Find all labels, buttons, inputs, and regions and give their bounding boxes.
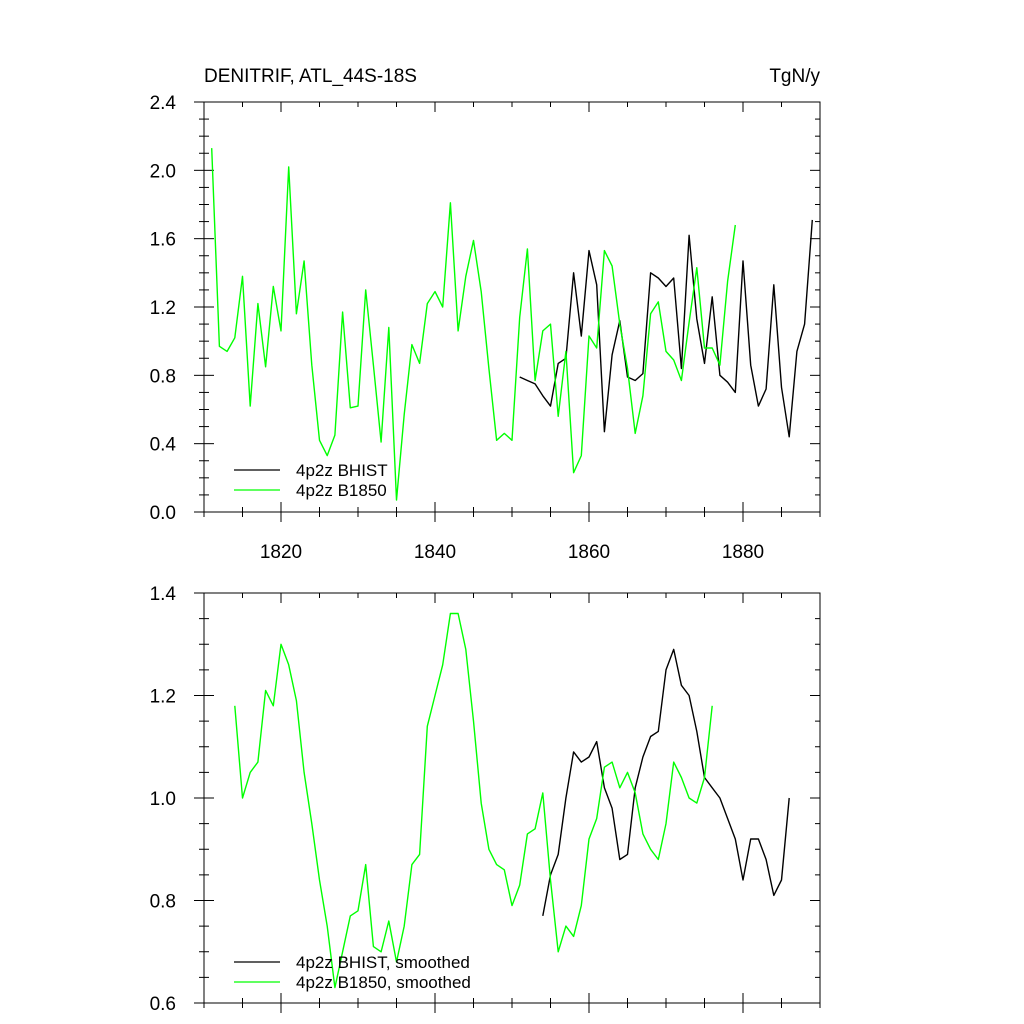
- y-tick-label: 0.4: [150, 435, 177, 456]
- series-line-b1850: [211, 148, 736, 501]
- y-tick-label: 0.6: [150, 994, 176, 1015]
- y-tick-label: 1.6: [150, 230, 176, 251]
- x-tick-label: 1840: [414, 542, 456, 563]
- top-plot-frame: [203, 101, 821, 513]
- y-tick-label: 1.0: [150, 789, 176, 810]
- legend-label-b1850-smoothed: 4p2z B1850, smoothed: [296, 973, 471, 992]
- y-tick-label: 0.8: [150, 366, 176, 387]
- x-tick-label: 1820: [260, 542, 302, 563]
- panel-bottom: 0.6 0.8 1.0 1.2 1.4 4p2z BHIST, smoothed 4p2…: [150, 584, 821, 1015]
- y-tick-label: 0.0: [150, 503, 176, 524]
- y-tick-label: 1.2: [150, 298, 176, 319]
- bottom-plot-frame: [203, 592, 821, 1004]
- bottom-y-tick-labels: 0.6 0.8 1.0 1.2 1.4: [150, 584, 177, 1015]
- y-tick-label: 2.4: [150, 93, 177, 114]
- legend-label-b1850: 4p2z B1850: [296, 481, 387, 500]
- top-axis-ticks: [194, 101, 821, 522]
- x-tick-label: 1860: [568, 542, 610, 563]
- y-tick-label: 0.8: [150, 892, 176, 913]
- top-legend: 4p2z BHIST 4p2z B1850: [234, 461, 388, 500]
- x-tick-label: 1880: [722, 542, 764, 563]
- legend-label-bhist: 4p2z BHIST: [296, 461, 388, 480]
- y-tick-label: 1.4: [150, 584, 177, 605]
- y-tick-label: 1.2: [150, 687, 176, 708]
- chart-title: DENITRIF, ATL_44S-18S: [204, 66, 417, 87]
- y-tick-label: 2.0: [150, 161, 176, 182]
- top-series-lines: [211, 148, 813, 501]
- top-x-tick-labels: 1820 1840 1860 1880: [260, 542, 764, 563]
- bottom-legend: 4p2z BHIST, smoothed 4p2z B1850, smoothe…: [234, 953, 471, 992]
- series-line-b1850: [234, 612, 713, 989]
- panel-top: DENITRIF, ATL_44S-18S TgN/y 0.0 0.4 0.8 1.2…: [150, 66, 821, 563]
- series-line-bhist: [519, 219, 813, 438]
- units-label: TgN/y: [769, 66, 820, 87]
- top-y-tick-labels: 0.0 0.4 0.8 1.2 1.6 2.0 2.4: [150, 93, 177, 524]
- bottom-axis-ticks: [194, 592, 821, 1013]
- series-line-bhist: [542, 648, 790, 917]
- legend-label-bhist-smoothed: 4p2z BHIST, smoothed: [296, 953, 470, 972]
- bottom-series-lines: [234, 612, 790, 989]
